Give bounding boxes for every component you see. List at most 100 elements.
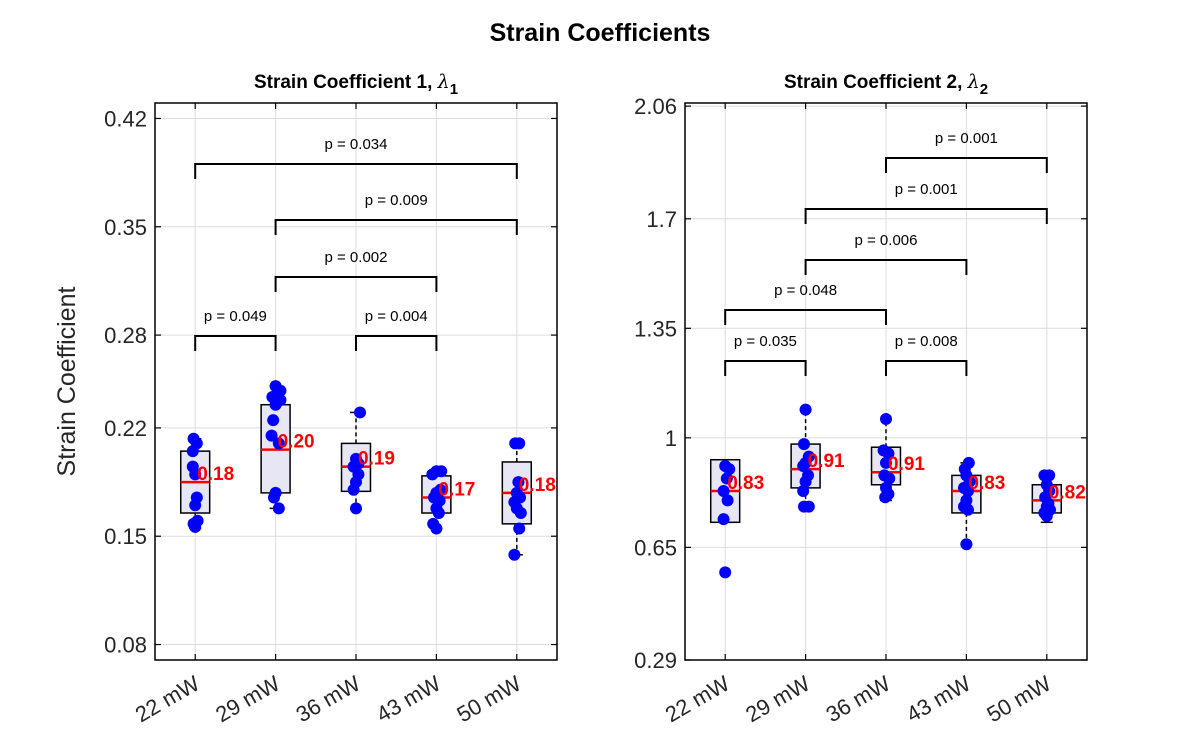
y-tick-label: 0.22: [104, 416, 147, 441]
median-label: 0.20: [278, 432, 315, 453]
data-point: [962, 503, 975, 516]
data-point: [717, 513, 730, 526]
data-point: [883, 472, 896, 485]
data-point: [721, 494, 734, 507]
data-point: [513, 522, 526, 535]
data-point: [723, 463, 736, 476]
figure-title: Strain Coefficients: [490, 19, 711, 47]
median-label: 0.19: [358, 449, 395, 470]
bracket-line: [804, 208, 1048, 224]
p-value-label: p = 0.009: [365, 192, 428, 209]
bracket-line: [194, 335, 277, 351]
y-tick-label: 0.28: [104, 323, 147, 348]
p-value-label: p = 0.002: [325, 249, 388, 266]
subplot-title: Strain Coefficient 1, λ1: [254, 71, 458, 98]
p-value-label: p = 0.048: [774, 282, 837, 299]
data-point: [512, 476, 525, 489]
data-point: [797, 438, 810, 451]
chart-panel-2: 0.83 0.91 0.91 0.83 0.82 0.29 0.65 1 1.35 1.7 2.06…: [634, 71, 1088, 727]
median-label: 0.17: [438, 480, 475, 501]
data-point: [189, 468, 202, 481]
p-value-label: p = 0.049: [204, 308, 267, 325]
data-point: [880, 413, 892, 426]
data-point: [802, 500, 815, 513]
data-point: [189, 520, 202, 533]
bracket-line: [804, 259, 968, 275]
bracket-line: [724, 309, 887, 325]
y-tick-label: 0.29: [634, 648, 677, 673]
p-value-label: p = 0.006: [855, 232, 918, 249]
subplot-title: Strain Coefficient 2, λ2: [784, 71, 988, 98]
significance-bracket: p = 0.049: [194, 308, 277, 351]
data-point: [272, 437, 285, 450]
bracket-line: [274, 276, 438, 292]
data-point: [508, 548, 521, 561]
significance-bracket: p = 0.001: [885, 130, 1048, 173]
p-value-label: p = 0.004: [365, 308, 428, 325]
median-label: 0.91: [808, 451, 845, 472]
median-label: 0.91: [888, 454, 925, 475]
data-point: [719, 566, 732, 579]
significance-bracket: p = 0.048: [724, 282, 887, 325]
significance-bracket: p = 0.009: [274, 192, 518, 235]
median-label: 0.83: [727, 473, 764, 494]
y-axis-label: Strain Coefficient: [53, 286, 81, 476]
median-label: 0.82: [1049, 482, 1086, 503]
data-point: [513, 437, 526, 450]
data-point: [432, 507, 445, 520]
y-tick-label: 0.08: [104, 633, 147, 658]
data-point: [882, 447, 895, 460]
data-point: [189, 499, 202, 512]
bracket-line: [724, 360, 807, 376]
data-point: [267, 491, 280, 504]
data-point: [797, 485, 810, 498]
bracket-line: [355, 335, 438, 351]
p-value-label: p = 0.001: [895, 181, 958, 198]
data-point: [1043, 469, 1056, 482]
data-point: [514, 507, 527, 520]
significance-bracket: p = 0.001: [804, 181, 1048, 224]
bracket-line: [885, 157, 1048, 173]
y-tick-label: 0.35: [104, 215, 147, 240]
bracket-line: [274, 219, 518, 235]
data-point: [879, 491, 892, 504]
bracket-line: [194, 163, 518, 179]
data-point: [269, 398, 282, 411]
data-point: [272, 502, 285, 515]
data-point: [799, 403, 812, 416]
y-tick-label: 0.42: [104, 106, 147, 131]
data-point: [720, 472, 733, 485]
y-tick-label: 1.35: [634, 316, 677, 341]
data-point: [430, 522, 443, 535]
data-point: [426, 468, 439, 481]
median-label: 0.18: [519, 475, 556, 496]
y-tick-label: 1: [665, 426, 677, 451]
median-label: 0.83: [968, 473, 1005, 494]
median-label: 0.18: [197, 464, 234, 485]
y-tick-label: 2.06: [634, 94, 677, 119]
data-point: [880, 456, 892, 469]
data-point: [267, 414, 280, 427]
y-tick-label: 0.15: [104, 524, 147, 549]
p-value-label: p = 0.035: [734, 333, 797, 350]
p-value-label: p = 0.001: [935, 130, 998, 147]
significance-bracket: p = 0.035: [724, 333, 807, 376]
data-point: [1040, 510, 1053, 523]
bracket-line: [885, 360, 968, 376]
data-point: [347, 483, 360, 496]
p-value-label: p = 0.008: [895, 333, 958, 350]
p-value-label: p = 0.034: [325, 136, 388, 153]
significance-bracket: p = 0.006: [804, 232, 968, 275]
data-point: [960, 538, 973, 551]
y-tick-label: 1.7: [646, 207, 677, 232]
significance-bracket: p = 0.004: [355, 308, 438, 351]
significance-bracket: p = 0.008: [885, 333, 968, 376]
chart-panel-1: 0.18 0.20 0.19 0.17 0.18 0.08 0.15 0.22 0.28 0.35…: [53, 71, 558, 727]
data-point: [354, 406, 367, 419]
data-point: [350, 502, 362, 515]
data-point: [717, 485, 730, 498]
data-point: [962, 485, 975, 498]
significance-bracket: p = 0.002: [274, 249, 438, 292]
data-point: [799, 475, 812, 488]
